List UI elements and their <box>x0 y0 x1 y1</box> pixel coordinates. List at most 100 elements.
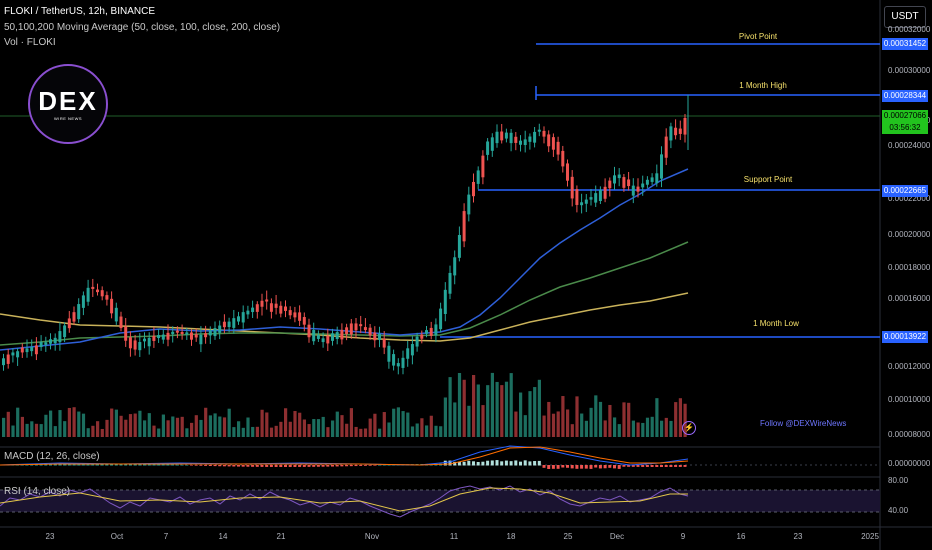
volume-bar <box>34 423 39 437</box>
rsi-legend[interactable]: RSI (14, close) <box>4 486 71 497</box>
candle-body <box>566 163 569 181</box>
volume-bar <box>410 426 415 437</box>
volume-bar <box>575 396 579 437</box>
candle-body <box>260 300 264 307</box>
volume-legend[interactable]: Vol · FLOKI <box>4 37 56 48</box>
macd-hist-bar <box>457 461 461 466</box>
macd-hist-bar <box>251 465 255 467</box>
candle-body <box>133 340 137 350</box>
volume-bar <box>533 387 537 437</box>
macd-hist-bar <box>321 465 325 467</box>
volume-bar <box>180 416 184 437</box>
candle-body <box>190 332 193 340</box>
candle-body <box>246 310 250 315</box>
volume-bar <box>359 428 363 437</box>
macd-hist-bar <box>96 463 99 466</box>
ma-indicator-legend[interactable]: 50,100,200 Moving Average (50, close, 10… <box>4 22 281 33</box>
volume-bar <box>495 381 499 437</box>
candle-body <box>410 344 414 356</box>
volume-bar <box>331 420 335 437</box>
candle-body <box>453 257 457 276</box>
volume-bar <box>363 428 368 437</box>
candle-body <box>302 317 306 325</box>
time-axis-tick: 7 <box>163 532 169 541</box>
volume-bar <box>96 421 100 437</box>
candle-body <box>147 337 151 347</box>
volume-bar <box>415 423 419 437</box>
candle-body <box>251 307 255 313</box>
level-price-tag: 0.00028344 <box>882 90 928 102</box>
candle-body <box>373 332 377 341</box>
candle-body <box>312 330 316 342</box>
candle-body <box>77 304 81 320</box>
candle-body <box>674 127 678 136</box>
volume-bar <box>594 395 598 437</box>
volume-bar <box>110 408 114 437</box>
candle-body <box>472 181 475 197</box>
macd-legend[interactable]: MACD (12, 26, close) <box>4 451 100 462</box>
macd-hist-bar <box>570 465 574 469</box>
volume-bar <box>166 420 170 437</box>
candle-body <box>354 323 358 331</box>
volume-bar <box>185 428 189 437</box>
volume-bar <box>190 422 194 437</box>
volume-bar <box>20 416 24 437</box>
candle-body <box>495 131 499 144</box>
candle-body <box>462 211 466 242</box>
volume-bar <box>420 418 424 437</box>
candle-body <box>363 327 367 331</box>
candle-body <box>110 298 114 314</box>
candles-group[interactable] <box>2 95 689 375</box>
volume-bar <box>354 426 358 437</box>
volume-bar <box>448 377 452 437</box>
macd-hist-bar <box>373 465 377 466</box>
volume-bar <box>645 417 650 437</box>
price-axis-tick: 0.00012000 <box>888 362 931 371</box>
volume-bar <box>378 428 382 437</box>
candle-body <box>603 186 607 199</box>
volume-bar <box>490 372 494 437</box>
chart-title[interactable]: FLOKI / TetherUS, 12h, BINANCE <box>4 6 155 17</box>
price-axis-tick: 0.00030000 <box>888 66 931 75</box>
macd-hist-bar <box>185 464 189 466</box>
macd-hist-bar <box>298 465 302 467</box>
lightning-icon[interactable]: ⚡ <box>682 421 696 435</box>
volume-bar <box>368 418 372 437</box>
volume-bars-group <box>2 372 687 437</box>
macd-hist-bar <box>566 465 569 468</box>
macd-hist-bar <box>519 461 522 466</box>
volume-bar <box>157 428 161 437</box>
candle-body <box>91 286 95 289</box>
volume-bar <box>72 407 76 437</box>
candle-body <box>124 326 128 341</box>
currency-button[interactable]: USDT <box>884 6 926 28</box>
volume-bar <box>171 416 175 437</box>
candle-body <box>284 306 287 311</box>
macd-hist-bar <box>533 461 537 466</box>
volume-bar <box>406 412 410 437</box>
macd-hist-bar <box>316 465 320 467</box>
candle-body <box>519 140 522 145</box>
macd-hist-bar <box>476 461 480 466</box>
candle-body <box>631 185 635 196</box>
time-axis-tick: 23 <box>793 532 803 541</box>
macd-line <box>0 445 689 466</box>
volume-bar <box>194 415 198 437</box>
volume-bar <box>650 416 654 437</box>
candle-body <box>443 289 447 314</box>
candle-body <box>128 337 132 349</box>
candle-body <box>166 332 170 340</box>
macd-hist-bar <box>49 463 52 466</box>
candle-body <box>457 235 461 258</box>
volume-bar <box>133 413 137 437</box>
candle-body <box>523 139 527 146</box>
candle-body <box>547 134 551 147</box>
macd-hist-bar <box>133 463 137 466</box>
macd-hist-bar <box>359 465 363 466</box>
candle-body <box>345 327 349 335</box>
candle-body <box>2 358 5 366</box>
macd-hist-bar <box>462 461 466 466</box>
volume-bar <box>143 420 147 437</box>
volume-bar <box>232 427 236 437</box>
